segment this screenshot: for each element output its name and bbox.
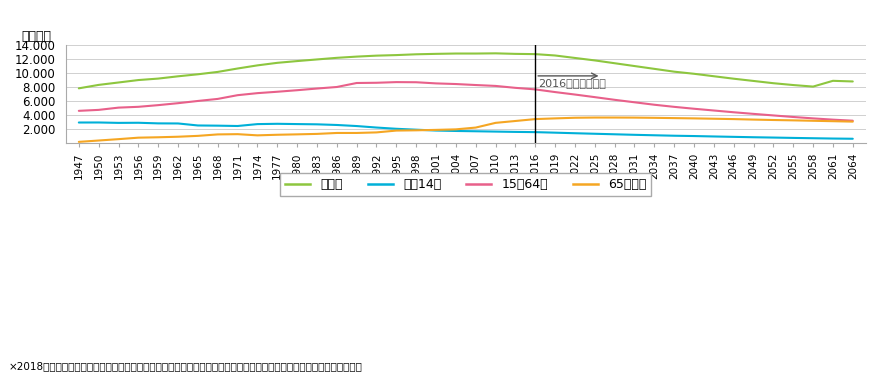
Text: 2016年以降推計値: 2016年以降推計値: [538, 78, 606, 88]
Legend: 総　数, ０～14歳, 15～64歳, 65歳以上: 総 数, ０～14歳, 15～64歳, 65歳以上: [280, 173, 651, 196]
Text: ×2018年以降：国立社会保障・人口問題研究所「日本の将来推計人口（平成１９年４月）」（出生中位・死亡中位推計）: ×2018年以降：国立社会保障・人口問題研究所「日本の将来推計人口（平成１９年４…: [9, 361, 363, 371]
Text: （万人）: （万人）: [21, 30, 52, 43]
